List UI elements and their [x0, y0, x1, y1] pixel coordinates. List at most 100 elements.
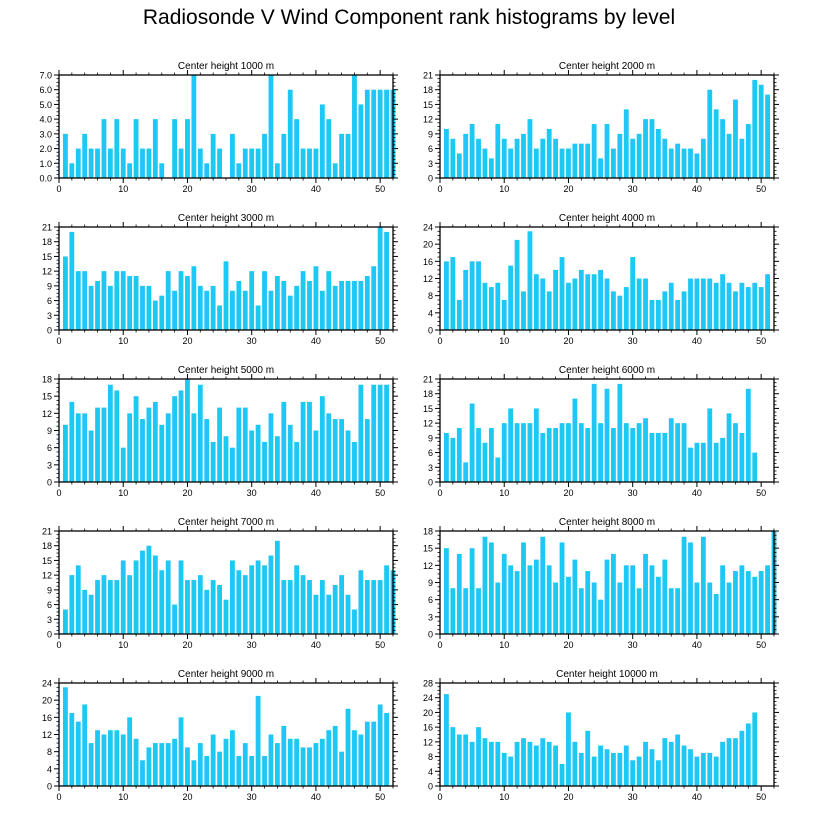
histogram-bar [127, 413, 133, 482]
histogram-bar [720, 565, 726, 634]
histogram-bar [307, 747, 312, 787]
x-tick-label: 10 [118, 184, 128, 194]
x-tick-label: 30 [628, 336, 638, 346]
histogram-bar [210, 580, 216, 634]
x-tick-label: 0 [56, 336, 61, 346]
y-tick-label: 15 [423, 544, 433, 554]
histogram-bar [191, 760, 197, 786]
x-tick-label: 10 [499, 336, 509, 346]
y-tick-label: 3 [47, 311, 52, 321]
histogram-panel: Center height 4000 m 0 4 8 12 16 20 24 0 10 20 30 40… [423, 213, 779, 346]
histogram-bar [88, 743, 94, 786]
histogram-bar [662, 138, 668, 178]
histogram-bar [694, 153, 700, 178]
histogram-bar [345, 594, 351, 634]
histogram-bar [508, 148, 514, 178]
histogram-bar [617, 295, 623, 330]
y-tick-label: 3 [428, 463, 433, 473]
histogram-bar [210, 734, 216, 786]
histogram-bar [488, 741, 494, 786]
histogram-bar [559, 423, 565, 482]
y-tick-label: 2.0 [39, 144, 52, 154]
histogram-bar [495, 282, 501, 330]
histogram-bar [649, 299, 655, 330]
histogram-bar [720, 437, 726, 482]
y-tick-label: 15 [42, 556, 52, 566]
y-tick-label: 18 [42, 375, 52, 385]
x-tick-label: 10 [499, 640, 509, 650]
histogram-bar [307, 401, 312, 482]
histogram-bar [127, 163, 133, 178]
histogram-bar [495, 457, 501, 482]
panel-title: Center height 9000 m [178, 669, 274, 680]
histogram-bar [133, 396, 139, 482]
histogram-bar [681, 148, 687, 178]
histogram-bar [655, 299, 661, 330]
y-tick-label: 9 [47, 426, 52, 436]
histogram-bar [546, 128, 552, 178]
histogram-bar [371, 89, 377, 178]
histogram-bar [82, 413, 88, 482]
histogram-bar [643, 418, 648, 482]
histogram-bar [655, 128, 661, 178]
x-tick-label: 20 [563, 488, 573, 498]
histogram-bar [159, 743, 165, 786]
histogram-bar [540, 278, 546, 330]
histogram-bar [553, 745, 559, 786]
histogram-bar [623, 109, 629, 178]
histogram-bar [140, 419, 145, 482]
histogram-bar [236, 163, 242, 178]
histogram-bar [384, 89, 389, 178]
histogram-bar [133, 276, 139, 330]
histogram-bar [352, 280, 357, 330]
histogram-bar [377, 704, 383, 786]
histogram-bar [281, 133, 287, 178]
histogram-bar [197, 285, 203, 330]
x-tick-label: 50 [756, 488, 766, 498]
histogram-bar [249, 271, 255, 330]
x-tick-label: 10 [118, 336, 128, 346]
histogram-bar [533, 274, 539, 330]
histogram-bar [146, 148, 152, 178]
histogram-bar [694, 278, 700, 330]
histogram-bar [444, 261, 449, 330]
panel-title: Center height 3000 m [178, 213, 274, 224]
histogram-bar [578, 143, 584, 178]
x-tick-label: 0 [437, 488, 442, 498]
x-tick-label: 40 [692, 184, 702, 194]
y-tick-label: 21 [423, 375, 433, 385]
histogram-bar [604, 559, 610, 634]
histogram-bar [358, 570, 364, 634]
x-tick-label: 40 [311, 184, 321, 194]
y-tick-label: 16 [423, 723, 433, 733]
x-tick-label: 20 [182, 792, 192, 802]
y-tick-label: 18 [423, 85, 433, 95]
histogram-bar [339, 280, 345, 330]
x-tick-label: 20 [563, 184, 573, 194]
histogram-bar [655, 760, 661, 786]
histogram-bar [133, 738, 139, 786]
histogram-bar [733, 423, 738, 482]
y-tick-label: 6 [47, 600, 52, 610]
histogram-bar [456, 428, 462, 482]
histogram-bar [120, 734, 126, 786]
x-tick-label: 10 [499, 184, 509, 194]
histogram-bar [230, 560, 235, 634]
histogram-bar [114, 390, 120, 482]
x-tick-label: 50 [375, 336, 385, 346]
histogram-bar [713, 756, 719, 786]
x-tick-label: 40 [311, 488, 321, 498]
histogram-bar [294, 285, 300, 330]
histogram-bar [495, 741, 501, 786]
y-tick-label: 21 [42, 527, 52, 537]
histogram-bar [694, 442, 700, 482]
histogram-bar [546, 565, 552, 634]
y-tick-label: 3 [47, 615, 52, 625]
histogram-bar [643, 278, 648, 330]
y-tick-label: 12 [423, 561, 433, 571]
histogram-bar [364, 276, 370, 330]
histogram-bar [572, 398, 578, 482]
histogram-bar [107, 384, 113, 482]
histogram-bar [185, 119, 190, 178]
histogram-bar [521, 542, 526, 634]
